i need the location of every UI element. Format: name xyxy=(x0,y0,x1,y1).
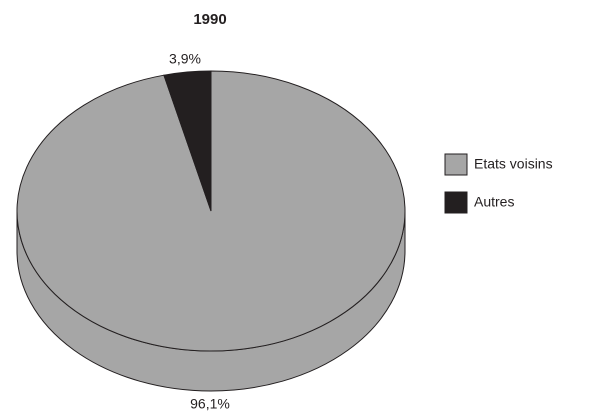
data-label: 3,9% xyxy=(169,51,201,67)
pie-slice xyxy=(163,70,212,212)
legend-label: Etats voisins xyxy=(474,156,553,172)
legend-swatch xyxy=(444,153,468,176)
chart-title: 1990 xyxy=(193,11,226,28)
legend-label: Autres xyxy=(474,194,514,210)
data-label: 96,1% xyxy=(190,396,230,412)
pie-slice xyxy=(16,70,406,352)
legend-swatch xyxy=(444,191,468,214)
